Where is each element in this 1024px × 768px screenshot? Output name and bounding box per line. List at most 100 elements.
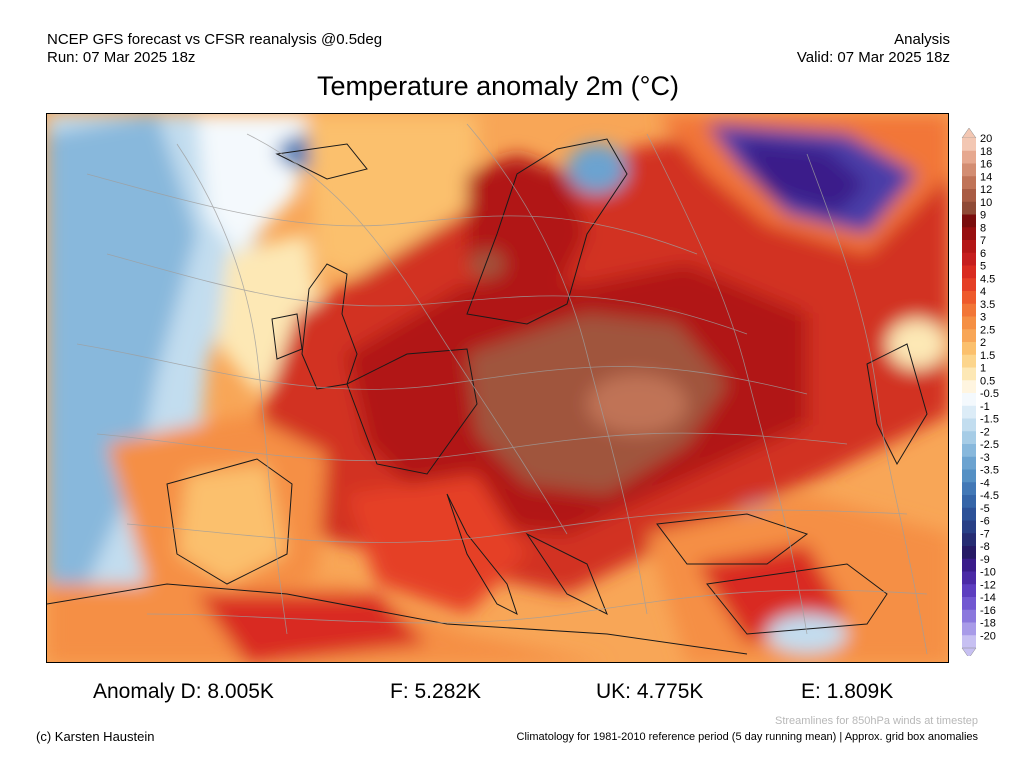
colorbar-swatch [962,533,976,547]
colorbar-swatch [962,584,976,598]
coast-ireland [271,313,303,360]
coast-western-europe [346,348,478,475]
colorbar-swatch [962,469,976,483]
colorbar-label: 6 [980,248,986,260]
colorbar-swatch [962,278,976,292]
colorbar-label: -4.5 [980,490,999,502]
colorbar-swatch [962,163,976,177]
colorbar-label: 9 [980,210,986,222]
colorbar-swatch [962,354,976,368]
colorbar-swatch [962,291,976,305]
colorbar-label: -2 [980,426,990,438]
coast-great-britain [301,263,358,390]
colorbar-label: -12 [980,579,996,591]
colorbar-label: -20 [980,630,996,642]
coastlines [47,138,928,655]
colorbar-swatch [962,507,976,521]
colorbar-label: 2.5 [980,324,995,336]
colorbar-label: 16 [980,159,992,171]
colorbar-swatch [962,456,976,470]
anomaly-field [47,114,948,662]
colorbar-swatch [962,150,976,164]
colorbar-label: 3.5 [980,299,995,311]
colorbar-swatch [962,393,976,407]
colorbar-bottom-arrow [961,647,977,656]
colorbar-label: 4 [980,286,986,298]
coast-italy [446,493,518,615]
colorbar-swatch [962,444,976,458]
colorbar-label: 1 [980,363,986,375]
colorbar-swatch [962,431,976,445]
stat-e: E: 1.809K [801,680,894,703]
colorbar-top-arrow [961,127,977,139]
colorbar-label: 12 [980,184,992,196]
colorbar-label: -2.5 [980,439,999,451]
colorbar-swatch [962,176,976,190]
colorbar-label: -4 [980,477,990,489]
colorbar-label: -8 [980,541,990,553]
valid-time: Valid: 07 Mar 2025 18z [796,49,950,66]
colorbar-label: 2 [980,337,986,349]
colorbar-swatch [962,214,976,228]
colorbar-swatch [962,571,976,585]
colorbar-label: -10 [980,567,996,579]
colorbar-swatch [962,138,976,152]
colorbar-label: 8 [980,222,986,234]
colorbar-swatch [962,405,976,419]
colorbar-label: -3.5 [980,465,999,477]
colorbar-label: 4.5 [980,273,995,285]
colorbar-swatch [962,252,976,266]
colorbar-swatch [962,342,976,356]
colorbar-label: 5 [980,261,986,273]
coast-iberia [166,458,293,585]
coast-scandinavia [466,138,628,325]
colorbar-label: -7 [980,528,990,540]
coast-balkans [525,532,608,616]
coast-iceland [275,143,368,180]
header-left: NCEP GFS forecast vs CFSR reanalysis @0.… [47,31,382,67]
colorbar-label: -14 [980,592,996,604]
colorbar-swatch [962,495,976,509]
colorbar-label: -6 [980,516,990,528]
streamline-note: Streamlines for 850hPa winds at timestep [775,715,978,727]
colorbar-swatch [962,418,976,432]
colorbar-swatch [962,227,976,241]
colorbar: 201816141210987654.543.532.521.510.5-0.5… [961,127,999,656]
stat-uk: UK: 4.775K [596,680,704,703]
colorbar-swatch [962,380,976,394]
colorbar-label: 3 [980,312,986,324]
colorbar-swatch [962,329,976,343]
colorbar-label: -3 [980,452,990,464]
colorbar-swatch [962,189,976,203]
colorbar-swatch [962,558,976,572]
stat-f: F: 5.282K [390,680,482,703]
colorbar-label: -1.5 [980,414,999,426]
colorbar-label: -5 [980,503,990,515]
colorbar-label: -16 [980,605,996,617]
colorbar-label: 1.5 [980,350,995,362]
colorbar-label: 14 [980,171,992,183]
coast-north-africa [47,583,748,655]
colorbar-swatch [962,303,976,317]
colorbar-swatch [962,316,976,330]
colorbar-swatch [962,367,976,381]
colorbar-label: -9 [980,554,990,566]
coast-caspian [866,343,928,466]
header-right: Analysis Valid: 07 Mar 2025 18z [797,31,950,67]
anomaly-map [46,113,949,663]
streamlines [76,123,928,655]
colorbar-label: 10 [980,197,992,209]
colorbar-label: 0.5 [980,375,995,387]
model-description: NCEP GFS forecast vs CFSR reanalysis @0.… [47,31,383,48]
colorbar-swatch [962,546,976,560]
copyright: (c) Karsten Haustein [36,729,155,744]
analysis-label: Analysis [894,31,950,48]
coast-black-sea [656,513,809,565]
colorbar-label: 18 [980,146,992,158]
map-svg [47,114,948,662]
colorbar-swatch [962,520,976,534]
run-time: Run: 07 Mar 2025 18z [47,49,196,66]
colorbar-swatch [962,635,976,649]
colorbar-label: -1 [980,401,990,413]
climatology-note: Climatology for 1981-2010 reference peri… [516,731,978,743]
